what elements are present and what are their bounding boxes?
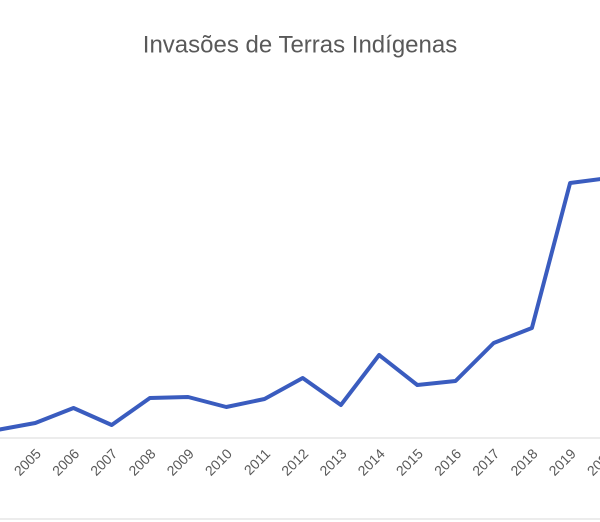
x-tick-label: 2019 xyxy=(545,445,578,478)
x-tick-label: 2014 xyxy=(354,445,387,478)
data-line xyxy=(0,177,600,432)
x-tick-label: 2013 xyxy=(316,445,349,478)
x-tick-label: 2009 xyxy=(163,445,196,478)
x-tick-label: 2007 xyxy=(87,445,120,478)
x-tick-label: 2010 xyxy=(202,445,235,478)
x-tick-label: 2012 xyxy=(278,445,311,478)
x-tick-label: 2008 xyxy=(125,445,158,478)
x-tick-label: 2015 xyxy=(393,445,426,478)
x-tick-label: 2005 xyxy=(11,445,44,478)
x-tick-label: 2016 xyxy=(431,445,464,478)
x-tick-label: 2018 xyxy=(507,445,540,478)
x-tick-label: 2017 xyxy=(469,445,502,478)
x-tick-label: 2006 xyxy=(49,445,82,478)
x-tick-label: 2011 xyxy=(241,445,274,478)
x-tick-label: 2020 xyxy=(584,445,600,478)
chart-title: Invasões de Terras Indígenas xyxy=(143,31,457,58)
